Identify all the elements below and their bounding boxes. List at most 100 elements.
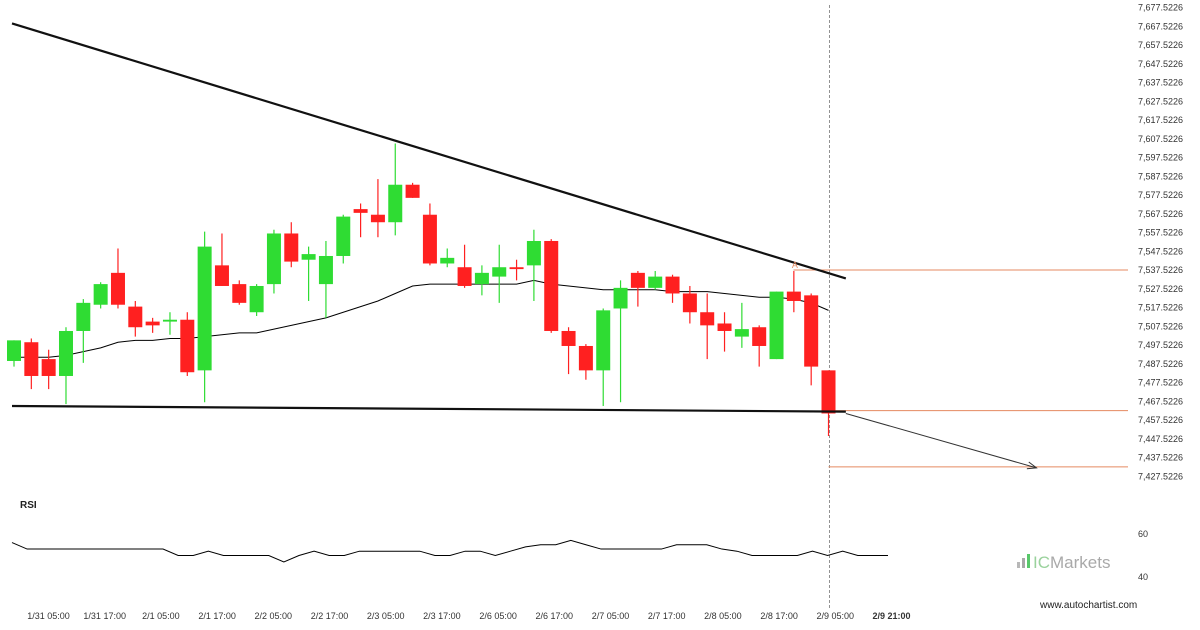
moving-average-line (14, 279, 829, 358)
candle-body (734, 329, 749, 337)
x-tick-label: 2/2 17:00 (311, 611, 349, 621)
candle-body (440, 257, 455, 264)
logo-bars-icon (1017, 554, 1030, 568)
candle-body (370, 214, 385, 223)
x-tick-label: 2/7 17:00 (648, 611, 686, 621)
candle-body (405, 184, 420, 198)
candle-body (318, 255, 333, 285)
candle-body (197, 246, 212, 371)
x-tick-label: 2/3 05:00 (367, 611, 405, 621)
candle-body (284, 233, 299, 262)
candle-body (786, 291, 801, 301)
candle-body (526, 240, 541, 266)
y-tick-label: 7,507.5226 (1138, 321, 1183, 331)
y-tick-label: 7,447.5226 (1138, 434, 1183, 444)
y-tick-label: 7,517.5226 (1138, 303, 1183, 313)
candle-body (457, 267, 472, 286)
candle-body (700, 312, 715, 326)
x-tick-label: 1/31 05:00 (27, 611, 70, 621)
candle-body (162, 319, 177, 322)
candle-body (578, 345, 593, 371)
x-tick-label: 2/1 17:00 (198, 611, 236, 621)
rsi-tick-label: 40 (1138, 572, 1148, 582)
candle-body (110, 272, 125, 305)
candle-body (301, 254, 316, 260)
y-tick-label: 7,597.5226 (1138, 153, 1183, 163)
candle-body (58, 330, 73, 376)
x-tick-label: 2/6 17:00 (536, 611, 574, 621)
candle-body (544, 240, 559, 331)
candle-body (648, 276, 663, 288)
x-tick-label: 2/2 05:00 (255, 611, 293, 621)
candle-body (76, 302, 91, 331)
x-tick-label: 2/8 05:00 (704, 611, 742, 621)
svg-text:ICMarkets: ICMarkets (1033, 553, 1110, 572)
broker-logo: ICMarkets (1017, 553, 1110, 572)
candle-body (509, 267, 524, 270)
rsi-tick-label: 60 (1138, 529, 1148, 539)
price-plot-area: A (7, 5, 1128, 610)
website-text: www.autochartist.com (1039, 600, 1137, 611)
candle-body (769, 291, 784, 360)
logo-suffix: Markets (1050, 553, 1110, 572)
time-x-axis: 1/31 05:00 1/31 17:00 2/1 05:00 2/1 17:00 2/… (27, 611, 910, 621)
x-tick-label: 1/31 17:00 (83, 611, 126, 621)
y-tick-label: 7,587.5226 (1138, 171, 1183, 181)
upper-trendline (11, 22, 847, 280)
y-tick-label: 7,657.5226 (1138, 40, 1183, 50)
y-tick-label: 7,487.5226 (1138, 359, 1183, 369)
y-tick-label: 7,467.5226 (1138, 396, 1183, 406)
candle-body (804, 295, 819, 367)
candle-body (266, 233, 281, 285)
y-tick-label: 7,427.5226 (1138, 471, 1183, 481)
candle-body (353, 209, 368, 213)
y-tick-label: 7,537.5226 (1138, 265, 1183, 275)
candle-body (214, 265, 229, 286)
y-tick-label: 7,637.5226 (1138, 78, 1183, 88)
candle-body (717, 323, 732, 331)
x-tick-label: 2/1 05:00 (142, 611, 180, 621)
y-tick-label: 7,647.5226 (1138, 59, 1183, 69)
x-tick-label: 2/8 17:00 (760, 611, 798, 621)
y-tick-label: 7,557.5226 (1138, 228, 1183, 238)
candle-body (145, 321, 160, 326)
x-tick-label: 2/7 05:00 (592, 611, 630, 621)
y-tick-label: 7,627.5226 (1138, 96, 1183, 106)
candle-body (41, 359, 56, 376)
y-tick-label: 7,437.5226 (1138, 453, 1183, 463)
candle-body (249, 285, 264, 313)
y-tick-label: 7,457.5226 (1138, 415, 1183, 425)
candle-body (93, 284, 108, 305)
lower-trendline (11, 404, 846, 413)
candle-body (821, 370, 836, 414)
candle-body (7, 340, 21, 361)
forecast-arrow-head (1026, 461, 1038, 470)
price-y-axis: 7,677.5226 7,667.5226 7,657.5226 7,647.5226… (1138, 3, 1183, 482)
candle-body (128, 306, 143, 328)
candle-body (492, 267, 507, 277)
candle-body (422, 214, 437, 264)
y-tick-label: 7,497.5226 (1138, 340, 1183, 350)
y-tick-label: 7,527.5226 (1138, 284, 1183, 294)
candle-body (630, 272, 645, 288)
candle-body (180, 319, 195, 373)
pattern-marker-label: A (792, 260, 798, 270)
y-tick-label: 7,607.5226 (1138, 134, 1183, 144)
y-tick-label: 7,677.5226 (1138, 3, 1183, 13)
candle-body (596, 310, 611, 371)
y-tick-label: 7,477.5226 (1138, 378, 1183, 388)
y-tick-label: 7,667.5226 (1138, 21, 1183, 31)
candle-body (24, 342, 39, 376)
candle-body (752, 327, 767, 346)
candle-body (613, 287, 628, 309)
y-tick-label: 7,547.5226 (1138, 246, 1183, 256)
forecast-arrow-line (845, 412, 1037, 469)
rsi-label: RSI (20, 500, 37, 511)
candle-body (388, 184, 403, 223)
candle-body (232, 284, 247, 303)
x-tick-label: 2/3 17:00 (423, 611, 461, 621)
candle-body (682, 293, 697, 313)
logo-prefix: IC (1033, 553, 1050, 572)
candle-body (561, 330, 576, 346)
